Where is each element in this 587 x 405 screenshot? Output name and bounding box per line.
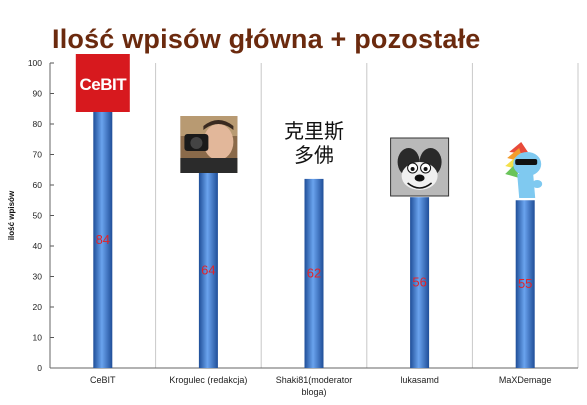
chart-title: Ilość wpisów główna + pozostałe	[52, 24, 481, 54]
y-axis-title: ilość wpisów	[7, 190, 16, 240]
category-label: bloga)	[301, 387, 326, 397]
bar	[410, 197, 430, 368]
y-tick-label: 40	[33, 241, 43, 251]
dog-pupil-right	[423, 167, 428, 171]
y-tick-label: 60	[33, 180, 43, 190]
pony-hoof	[532, 180, 543, 188]
y-tick-label: 50	[33, 211, 43, 221]
pony-with-sunglasses-avatar-icon	[505, 142, 543, 198]
category-label: Krogulec (redakcja)	[169, 375, 247, 385]
y-tick-label: 100	[28, 58, 42, 68]
category-label: MaXDemage	[499, 375, 552, 385]
hair-shape	[203, 120, 234, 130]
category-label: lukasamd	[400, 375, 439, 385]
data-label: 64	[201, 262, 215, 277]
chinese-characters-text: 多佛	[294, 143, 334, 167]
y-tick-label: 10	[33, 333, 43, 343]
bar	[93, 111, 113, 369]
data-label: 84	[96, 232, 110, 247]
category-label: Shaki81(moderator	[276, 375, 353, 385]
dog-mouth	[407, 182, 433, 189]
data-label: 55	[518, 276, 532, 291]
cebit-logo-icon: CeBIT	[75, 54, 130, 112]
dog-pupil-left	[410, 167, 415, 171]
chinese-characters-text: 克里斯	[284, 119, 344, 143]
shirt-shape	[180, 158, 238, 173]
y-tick-label: 0	[37, 363, 42, 373]
y-tick-label: 30	[33, 272, 43, 282]
pony-body	[517, 174, 536, 198]
bar	[515, 200, 535, 368]
y-tick-label: 20	[33, 302, 43, 312]
data-label: 56	[412, 275, 426, 290]
y-tick-label: 70	[33, 150, 43, 160]
face-shape	[203, 124, 234, 160]
data-label: 62	[307, 265, 321, 280]
dog-nose	[414, 174, 425, 182]
camera-lens	[190, 137, 203, 149]
cebit-logo-background	[75, 54, 130, 112]
y-tick-label: 80	[33, 119, 43, 129]
photographer-avatar-icon	[180, 116, 238, 173]
cartoon-dog-avatar-icon	[390, 137, 450, 197]
y-tick-label: 90	[33, 89, 43, 99]
category-label: CeBIT	[90, 375, 116, 385]
bar	[304, 178, 324, 368]
cebit-logo-text: CeBIT	[79, 75, 127, 94]
bar	[198, 172, 218, 368]
sunglasses-icon	[515, 159, 538, 165]
